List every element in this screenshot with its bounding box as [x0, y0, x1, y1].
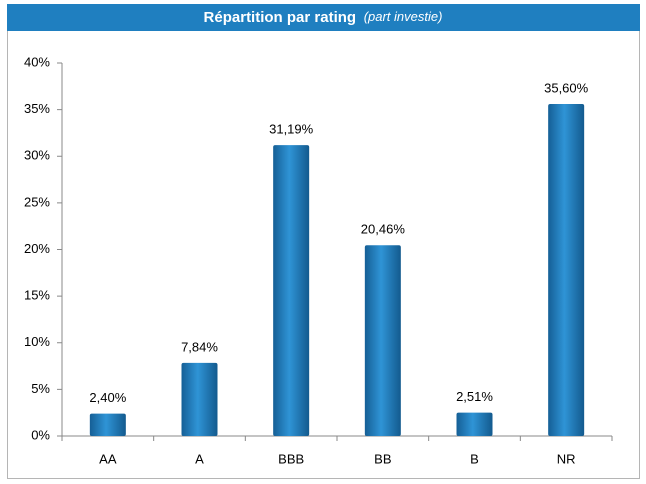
x-tick-label: NR — [557, 451, 576, 466]
x-tick-label: BBB — [278, 451, 304, 466]
bar — [364, 245, 401, 436]
x-tick-label: BB — [374, 451, 391, 466]
y-tick-label: 10% — [24, 334, 50, 349]
y-tick-label: 35% — [24, 101, 50, 116]
y-tick-label: 40% — [24, 54, 50, 69]
chart-subtitle: (part investie) — [364, 9, 443, 24]
chart-title: Répartition par rating — [204, 9, 357, 26]
bar — [181, 362, 218, 436]
x-tick-label: AA — [99, 451, 117, 466]
value-label: 31,19% — [269, 122, 314, 137]
y-tick-label: 0% — [31, 427, 50, 442]
value-label: 2,51% — [456, 389, 493, 404]
bar — [548, 104, 585, 436]
y-tick-label: 15% — [24, 288, 50, 303]
bar — [89, 413, 126, 436]
bar — [456, 412, 493, 436]
bar — [273, 145, 310, 436]
value-label: 7,84% — [181, 339, 218, 354]
y-tick-label: 20% — [24, 241, 50, 256]
value-label: 35,60% — [544, 80, 589, 95]
x-tick-label: A — [195, 451, 204, 466]
y-tick-label: 5% — [31, 381, 50, 396]
value-label: 20,46% — [361, 222, 406, 237]
chart-title-group: Répartition par rating (part investie) — [204, 9, 443, 26]
x-tick-label: B — [470, 451, 479, 466]
title-bar — [7, 4, 640, 31]
chart-frame — [7, 30, 640, 479]
y-tick-label: 25% — [24, 194, 50, 209]
value-label: 2,40% — [89, 390, 126, 405]
y-tick-label: 30% — [24, 148, 50, 163]
